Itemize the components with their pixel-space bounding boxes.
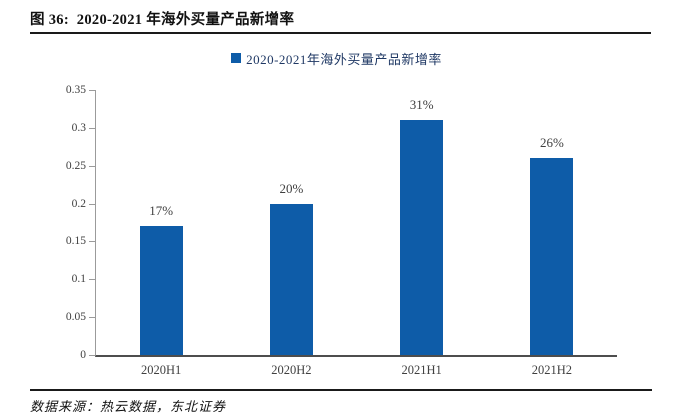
bar-value-label: 17% [149, 203, 174, 219]
bar-2020H2 [269, 203, 313, 355]
y-tick-label: 0.15 [65, 235, 86, 248]
y-tick-label: 0.25 [65, 159, 86, 172]
y-tick-label: 0.05 [65, 311, 86, 324]
bar-value-label: 20% [279, 180, 304, 196]
legend-label: 2020-2021年海外买量产品新增率 [246, 51, 442, 67]
title-divider [30, 32, 651, 34]
plot-area: 17% 2020H1 20% 2020H2 31% 2021H1 26% 2021H2 [89, 90, 617, 377]
chart-legend: 2020-2021年海外买量产品新增率 [0, 50, 673, 67]
y-axis-tick [89, 203, 95, 205]
y-axis-tick [89, 127, 95, 129]
bar-value-label: 31% [409, 97, 434, 113]
data-source-note: 数据来源：热云数据，东北证券 [30, 399, 227, 414]
y-axis-tick [89, 279, 95, 281]
y-axis-tick [89, 317, 95, 319]
figure-title: 图 36: 2020-2021 年海外买量产品新增率 [30, 12, 295, 28]
y-tick-label: 0.3 [71, 121, 86, 134]
y-tick-label: 0.1 [71, 273, 86, 286]
y-axis-tick [89, 241, 95, 243]
y-axis-labels: 0 0.05 0.1 0.15 0.2 0.25 0.3 0.35 [0, 84, 86, 361]
x-tick-label: 2021H1 [401, 363, 442, 377]
bar-2021H2 [530, 158, 574, 355]
x-tick-label: 2020H1 [140, 363, 182, 377]
bar-2020H1 [139, 226, 183, 355]
y-axis-tick [89, 90, 95, 91]
y-tick-label: 0 [80, 349, 86, 361]
x-tick-label: 2020H2 [271, 363, 312, 377]
legend-square-icon [231, 53, 242, 63]
y-tick-label: 0.2 [71, 197, 86, 210]
bar-2021H1 [400, 120, 444, 355]
y-tick-label: 0.35 [65, 84, 86, 96]
x-tick-label: 2021H2 [531, 363, 573, 377]
footer-divider [30, 389, 652, 391]
y-axis-tick [89, 355, 95, 356]
y-axis-tick [89, 165, 95, 167]
bar-value-label: 26% [539, 135, 564, 151]
